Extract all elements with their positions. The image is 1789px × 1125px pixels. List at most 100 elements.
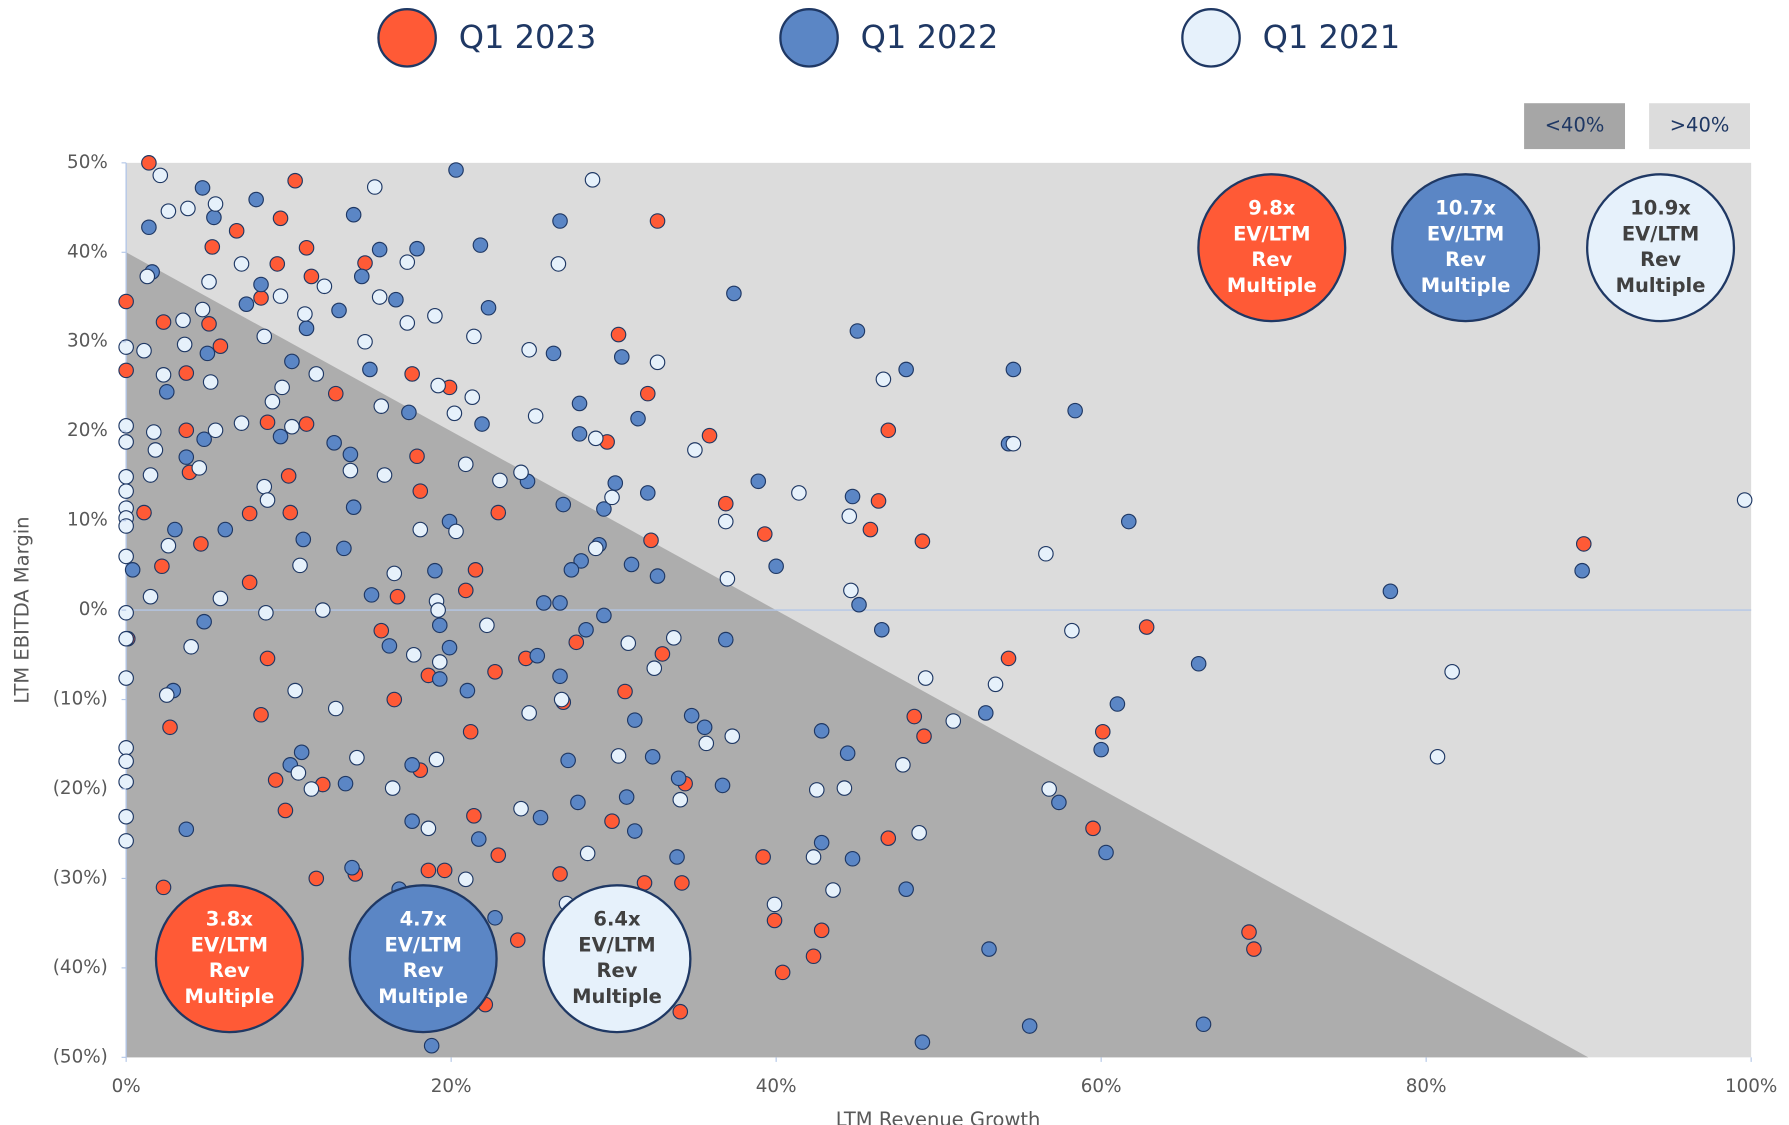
scatter-point xyxy=(259,414,276,431)
scatter-point xyxy=(839,745,856,762)
region-swatch xyxy=(1649,103,1751,150)
scatter-point xyxy=(430,602,446,618)
scatter-point xyxy=(717,513,734,530)
scatter-point xyxy=(409,240,425,257)
scatter-point xyxy=(849,323,866,339)
scatter-point xyxy=(253,290,269,306)
scatter-point xyxy=(155,879,172,896)
scatter-point xyxy=(669,849,685,865)
scatter-point xyxy=(756,526,773,542)
multiple-bubble xyxy=(1391,173,1541,323)
scatter-point xyxy=(1041,781,1057,797)
scatter-point xyxy=(457,871,474,888)
scatter-point xyxy=(895,757,911,773)
scatter-point xyxy=(118,548,134,565)
multiple-bubble xyxy=(542,884,692,1034)
scatter-point xyxy=(280,468,297,484)
scatter-point xyxy=(479,617,495,634)
multiple-text: 10.9x xyxy=(1630,197,1691,220)
scatter-point xyxy=(292,557,308,574)
scatter-point xyxy=(357,333,373,350)
scatter-point xyxy=(167,521,183,538)
scatter-point xyxy=(357,255,373,271)
scatter-point xyxy=(604,489,620,506)
scatter-point xyxy=(228,223,245,239)
multiple-text: Multiple xyxy=(378,985,468,1008)
scatter-point xyxy=(118,604,134,621)
plot-layer xyxy=(118,155,1753,1058)
scatter-point xyxy=(610,326,627,343)
multiple-text: Rev xyxy=(1640,248,1681,271)
scatter-point xyxy=(258,604,274,621)
scatter-point xyxy=(587,430,604,447)
multiple-text: 6.4x xyxy=(593,908,641,931)
scatter-point xyxy=(412,483,429,499)
scatter-point xyxy=(1038,545,1054,562)
scatter-point xyxy=(1382,583,1399,600)
scatter-point xyxy=(142,588,159,605)
scatter-point xyxy=(366,179,383,195)
scatter-point xyxy=(644,748,661,765)
scatter-point xyxy=(532,809,549,826)
scatter-point xyxy=(462,723,479,740)
scatter-point xyxy=(808,782,825,798)
scatter-point xyxy=(1138,619,1155,635)
scatter-point xyxy=(241,505,258,522)
scatter-point xyxy=(178,365,195,381)
scatter-point xyxy=(596,501,612,517)
scatter-point xyxy=(571,426,588,442)
scatter-point xyxy=(401,404,417,421)
multiple-text: Multiple xyxy=(1616,274,1706,297)
scatter-point xyxy=(399,254,416,270)
scatter-point xyxy=(610,748,627,764)
scatter-point xyxy=(136,342,152,359)
multiple-text: Rev xyxy=(1251,248,1292,271)
scatter-point xyxy=(880,830,897,846)
y-tick-label: 10% xyxy=(67,510,108,531)
scatter-point xyxy=(1429,748,1446,765)
scatter-point xyxy=(1190,655,1207,672)
scatter-point xyxy=(696,719,713,736)
scatter-point xyxy=(683,707,700,724)
scatter-point xyxy=(492,472,508,489)
scatter-point xyxy=(813,922,830,939)
scatter-point xyxy=(1195,1016,1212,1033)
scatter-point xyxy=(389,588,406,605)
multiple-text: Rev xyxy=(1445,248,1486,271)
multiple-text: 3.8x xyxy=(206,908,254,931)
scatter-point xyxy=(344,859,360,876)
scatter-point xyxy=(766,912,783,929)
scatter-point xyxy=(441,639,458,656)
scatter-point xyxy=(568,634,585,651)
scatter-point xyxy=(293,744,310,761)
scatter-point xyxy=(118,630,134,647)
scatter-point xyxy=(1094,723,1111,740)
scatter-point xyxy=(490,504,507,521)
scatter-point xyxy=(158,384,175,400)
scatter-point xyxy=(698,735,715,752)
scatter-point xyxy=(326,435,342,451)
scatter-point xyxy=(513,464,529,481)
scatter-point xyxy=(527,408,544,424)
scatter-point xyxy=(201,316,217,332)
scatter-point xyxy=(674,875,690,891)
legend-label: Q1 2023 xyxy=(459,18,597,56)
scatter-point xyxy=(206,209,222,226)
scatter-point xyxy=(331,302,347,319)
scatter-point xyxy=(404,366,420,382)
scatter-point xyxy=(466,808,482,824)
scatter-point xyxy=(464,389,481,405)
scatter-point xyxy=(381,638,398,654)
scatter-point xyxy=(431,671,448,687)
scatter-point xyxy=(353,268,370,285)
scatter-point xyxy=(813,723,830,739)
scatter-point xyxy=(552,866,568,882)
scatter-point xyxy=(977,705,994,721)
scatter-point xyxy=(587,540,604,557)
scatter-point xyxy=(672,791,689,808)
scatter-point xyxy=(513,800,529,817)
scatter-point xyxy=(687,442,703,458)
multiple-bubble xyxy=(1586,173,1736,323)
scatter-point xyxy=(342,462,359,479)
scatter-point xyxy=(1021,1018,1038,1034)
